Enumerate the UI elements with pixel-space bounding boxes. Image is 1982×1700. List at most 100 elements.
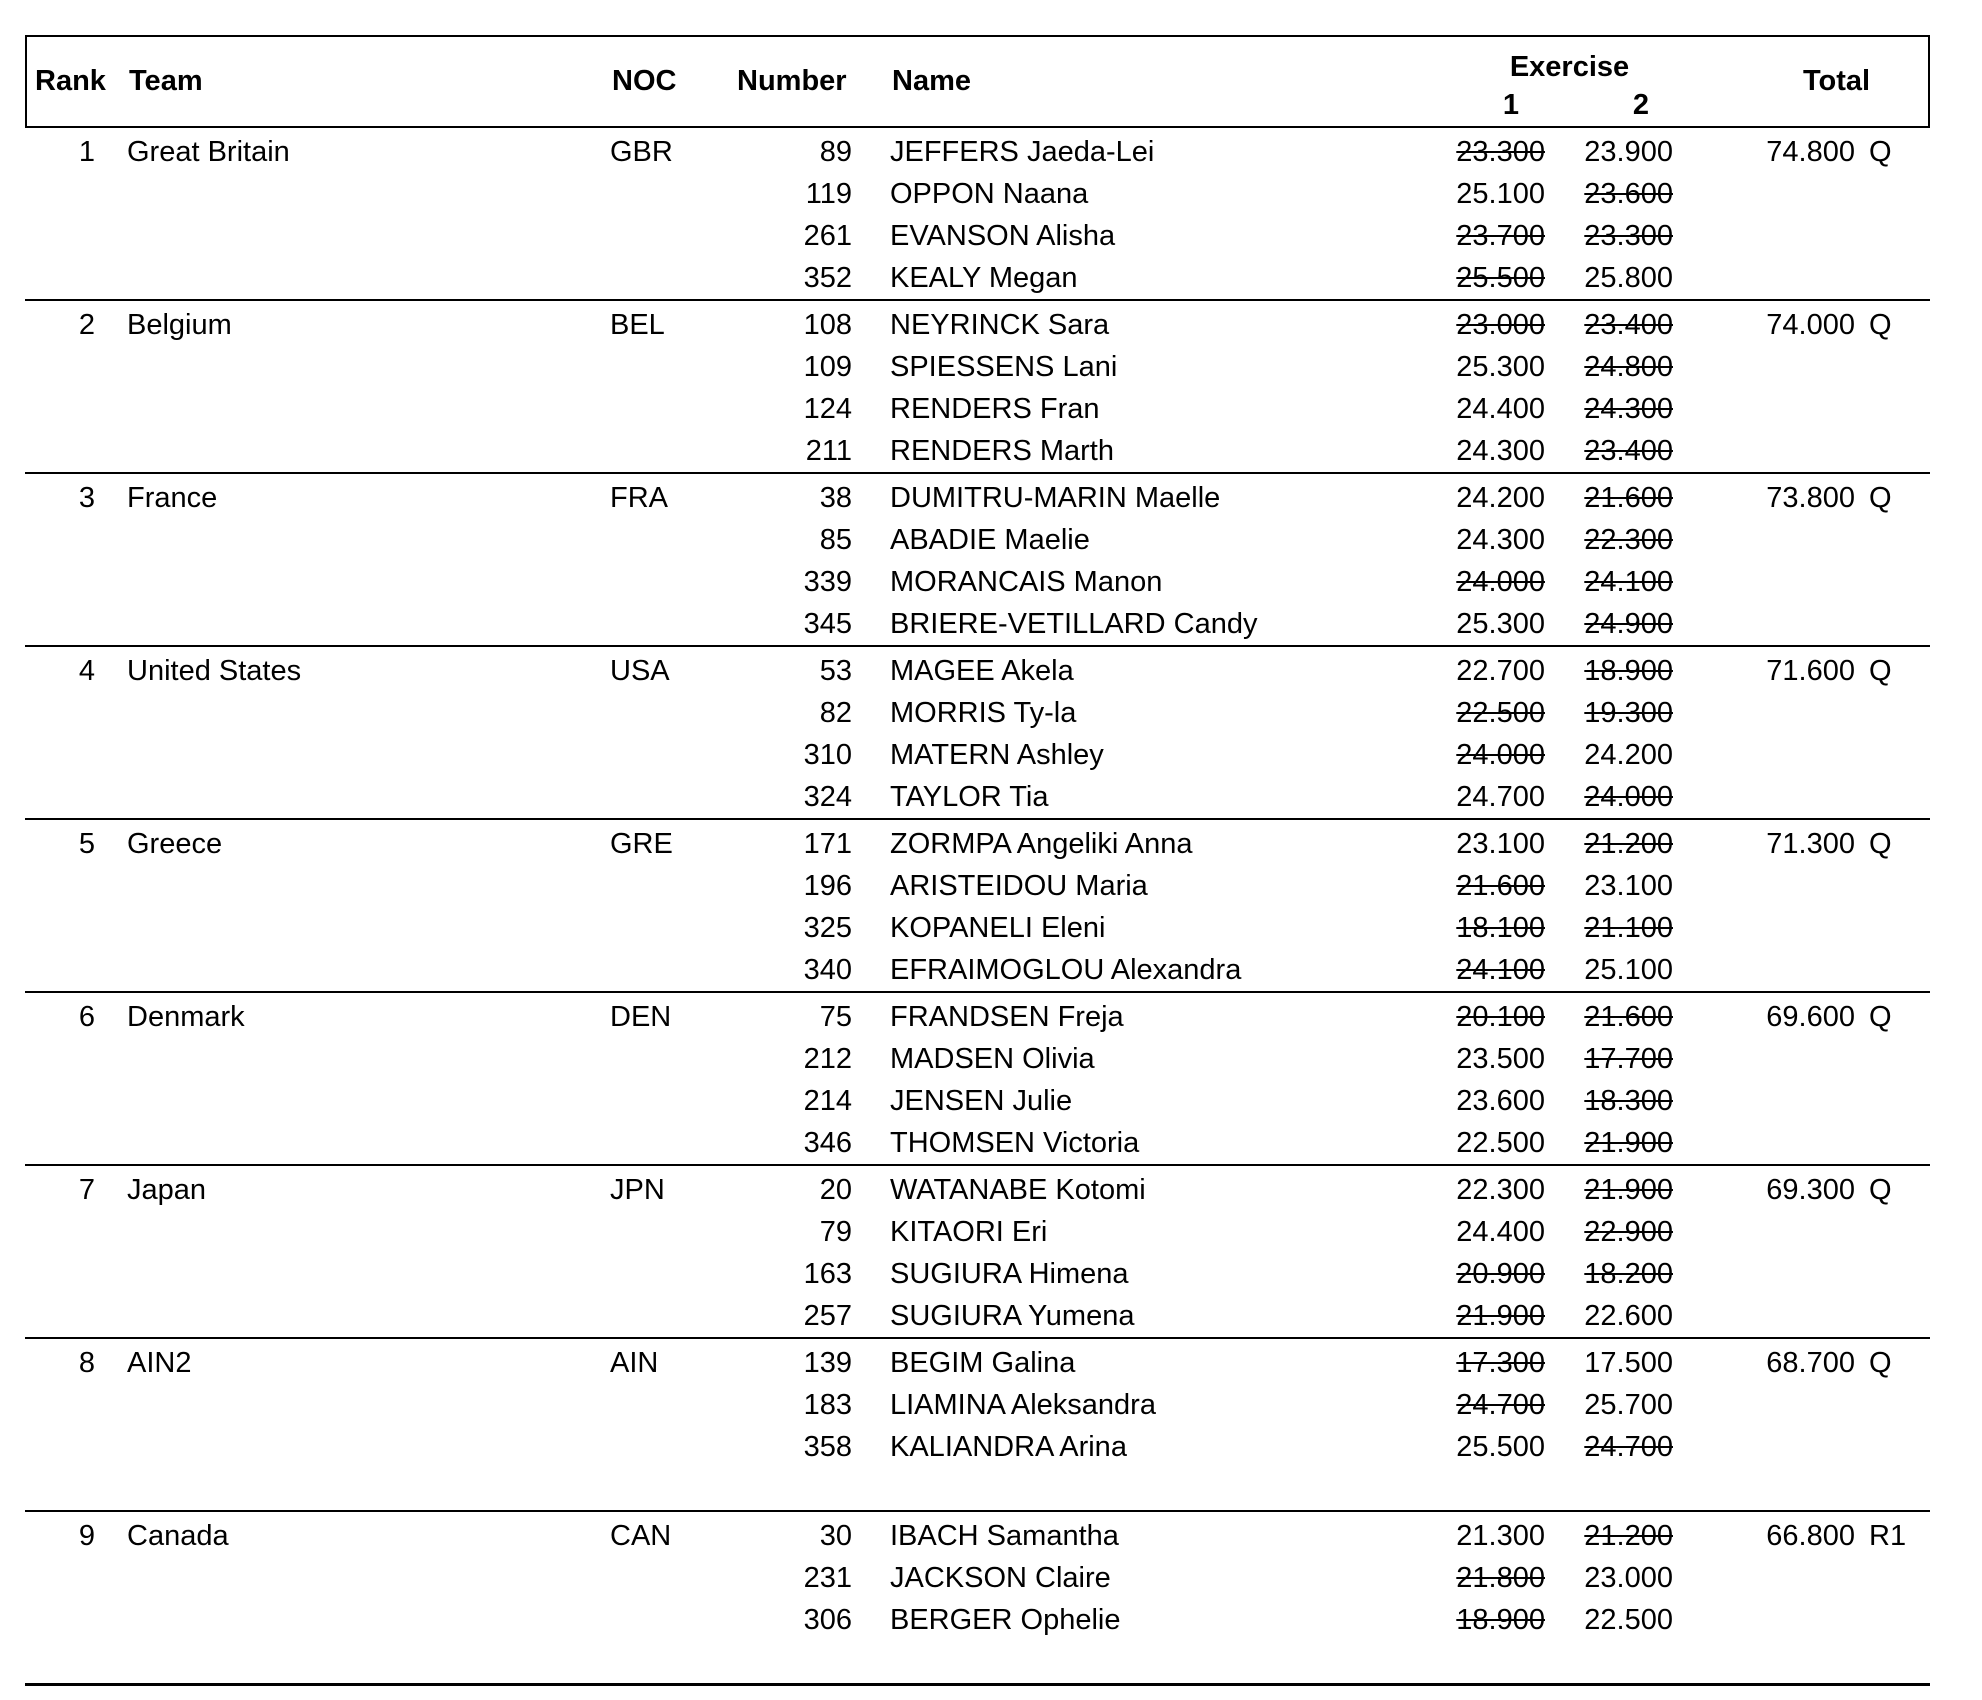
- noc-code-cell: USA: [610, 654, 670, 687]
- athlete-name-cell: IBACH Samantha: [890, 1519, 1119, 1552]
- header-team: Team: [129, 65, 203, 97]
- athlete-name-cell: DUMITRU-MARIN Maelle: [890, 481, 1221, 514]
- exercise-1-score-cell: 18.900: [1280, 1604, 1545, 1637]
- noc-code-cell: GBR: [610, 135, 673, 168]
- team-total-value: 74.000: [1766, 308, 1855, 341]
- team-total-value: 69.300: [1766, 1173, 1855, 1206]
- exercise-1-score-cell: 24.000: [1280, 566, 1545, 599]
- athlete-number-cell: 108: [803, 308, 852, 341]
- exercise-1-score: 24.700: [1456, 780, 1545, 813]
- exercise-1-score: 24.200: [1456, 481, 1545, 514]
- exercise-2-score: 21.600: [1584, 481, 1673, 514]
- athlete-name-cell: OPPON Naana: [890, 177, 1089, 210]
- exercise-1-score-cell: 21.600: [1280, 870, 1545, 903]
- team-total-cell: 71.600 Q: [1673, 655, 1930, 688]
- athlete-number-cell: 119: [805, 177, 852, 210]
- exercise-2-score-cell: 24.100: [1545, 566, 1673, 599]
- exercise-1-score: 24.400: [1456, 392, 1545, 425]
- exercise-1-score-cell: 23.500: [1280, 1043, 1545, 1076]
- exercise-1-score-cell: 20.100: [1280, 1001, 1545, 1034]
- noc-code-cell: JPN: [610, 1173, 665, 1206]
- exercise-2-score: 21.200: [1584, 1519, 1673, 1552]
- exercise-1-score: 23.700: [1456, 219, 1545, 252]
- qualifier-badge: Q: [1869, 654, 1892, 687]
- athlete-number-cell: 212: [803, 1042, 852, 1075]
- athlete-name-cell: BEGIM Galina: [890, 1346, 1076, 1379]
- athlete-number-cell: 89: [819, 135, 852, 168]
- team-rank-cell: 3: [78, 481, 95, 514]
- exercise-1-score-cell: 25.500: [1280, 262, 1545, 295]
- exercise-2-score: 24.900: [1584, 607, 1673, 640]
- exercise-2-score: 25.100: [1584, 953, 1673, 986]
- exercise-2-score: 23.400: [1584, 434, 1673, 467]
- exercise-2-score-cell: 19.300: [1545, 697, 1673, 730]
- table-body: 1 Great Britain GBR 89 JEFFERS Jaeda-Lei 23.3…: [25, 128, 1930, 1686]
- exercise-1-score-cell: 17.300: [1280, 1347, 1545, 1380]
- noc-code-cell: BEL: [610, 308, 665, 341]
- exercise-2-score: 18.300: [1584, 1084, 1673, 1117]
- noc-code-cell: CAN: [610, 1519, 672, 1552]
- exercise-1-score: 25.100: [1456, 177, 1545, 210]
- exercise-2-score: 23.400: [1584, 308, 1673, 341]
- exercise-1-score: 24.300: [1456, 523, 1545, 556]
- exercise-1-score: 24.400: [1456, 1215, 1545, 1248]
- exercise-1-score: 21.600: [1456, 869, 1545, 902]
- exercise-2-score: 25.700: [1584, 1388, 1673, 1421]
- athlete-name-cell: WATANABE Kotomi: [890, 1173, 1146, 1206]
- athlete-number-cell: 325: [803, 911, 852, 944]
- exercise-2-score: 23.300: [1584, 219, 1673, 252]
- exercise-2-score: 23.900: [1584, 135, 1673, 168]
- athlete-number-cell: 38: [819, 481, 852, 514]
- team-rank-cell: 2: [78, 308, 95, 341]
- noc-code-cell: GRE: [610, 827, 673, 860]
- athlete-number-cell: 79: [819, 1215, 852, 1248]
- exercise-2-score-cell: 22.300: [1545, 524, 1673, 557]
- exercise-2-score: 24.100: [1584, 565, 1673, 598]
- header-number: Number: [737, 65, 847, 97]
- team-rank-cell: 7: [78, 1173, 95, 1206]
- team-total-value: 74.800: [1766, 135, 1855, 168]
- athlete-name-cell: THOMSEN Victoria: [890, 1126, 1140, 1159]
- athlete-number-cell: 310: [803, 738, 852, 771]
- results-table: Rank Team NOC Number Name Exercise 1 2 T…: [25, 35, 1930, 1686]
- athlete-name-cell: RENDERS Marth: [890, 434, 1114, 467]
- exercise-2-score-cell: 21.900: [1545, 1127, 1673, 1160]
- athlete-name-cell: MATERN Ashley: [890, 738, 1104, 771]
- exercise-1-score: 24.100: [1456, 953, 1545, 986]
- athlete-name-cell: KEALY Megan: [890, 261, 1078, 294]
- exercise-2-score: 23.000: [1584, 1561, 1673, 1594]
- exercise-1-score-cell: 24.700: [1280, 1389, 1545, 1422]
- exercise-2-score-cell: 17.700: [1545, 1043, 1673, 1076]
- team-total-value: 71.300: [1766, 827, 1855, 860]
- team-total-cell: 73.800 Q: [1673, 482, 1930, 515]
- exercise-2-score: 21.100: [1584, 911, 1673, 944]
- athlete-name-cell: JEFFERS Jaeda-Lei: [890, 135, 1155, 168]
- athlete-name-cell: KALIANDRA Arina: [890, 1430, 1127, 1463]
- exercise-1-score-cell: 23.100: [1280, 828, 1545, 861]
- athlete-name-cell: TAYLOR Tia: [890, 780, 1049, 813]
- exercise-1-score-cell: 24.100: [1280, 954, 1545, 987]
- team-block: 6 Denmark DEN 75 FRANDSEN Freja 20.100 21.600 6…: [25, 993, 1930, 1166]
- athlete-number-cell: 75: [819, 1000, 852, 1033]
- team-total-cell: 68.700 Q: [1673, 1347, 1930, 1380]
- athlete-number-cell: 358: [803, 1430, 852, 1463]
- exercise-1-score-cell: 24.400: [1280, 393, 1545, 426]
- exercise-2-score: 24.800: [1584, 350, 1673, 383]
- exercise-1-score-cell: 22.700: [1280, 655, 1545, 688]
- exercise-1-score-cell: 25.300: [1280, 608, 1545, 641]
- exercise-1-score: 21.300: [1456, 1519, 1545, 1552]
- team-total-value: 71.600: [1766, 654, 1855, 687]
- athlete-number-cell: 352: [803, 261, 852, 294]
- exercise-1-score: 22.500: [1456, 696, 1545, 729]
- exercise-2-score: 18.200: [1584, 1257, 1673, 1290]
- exercise-2-score: 17.500: [1584, 1346, 1673, 1379]
- team-block: 8 AIN2 AIN 139 BEGIM Galina 17.300 17.500 68.70…: [25, 1339, 1930, 1512]
- exercise-1-score-cell: 24.300: [1280, 524, 1545, 557]
- exercise-2-score-cell: 24.200: [1545, 739, 1673, 772]
- athlete-number-cell: 196: [803, 869, 852, 902]
- exercise-2-score-cell: 23.900: [1545, 136, 1673, 169]
- athlete-number-cell: 82: [819, 696, 852, 729]
- exercise-1-score: 25.300: [1456, 350, 1545, 383]
- athlete-name-cell: EVANSON Alisha: [890, 219, 1116, 252]
